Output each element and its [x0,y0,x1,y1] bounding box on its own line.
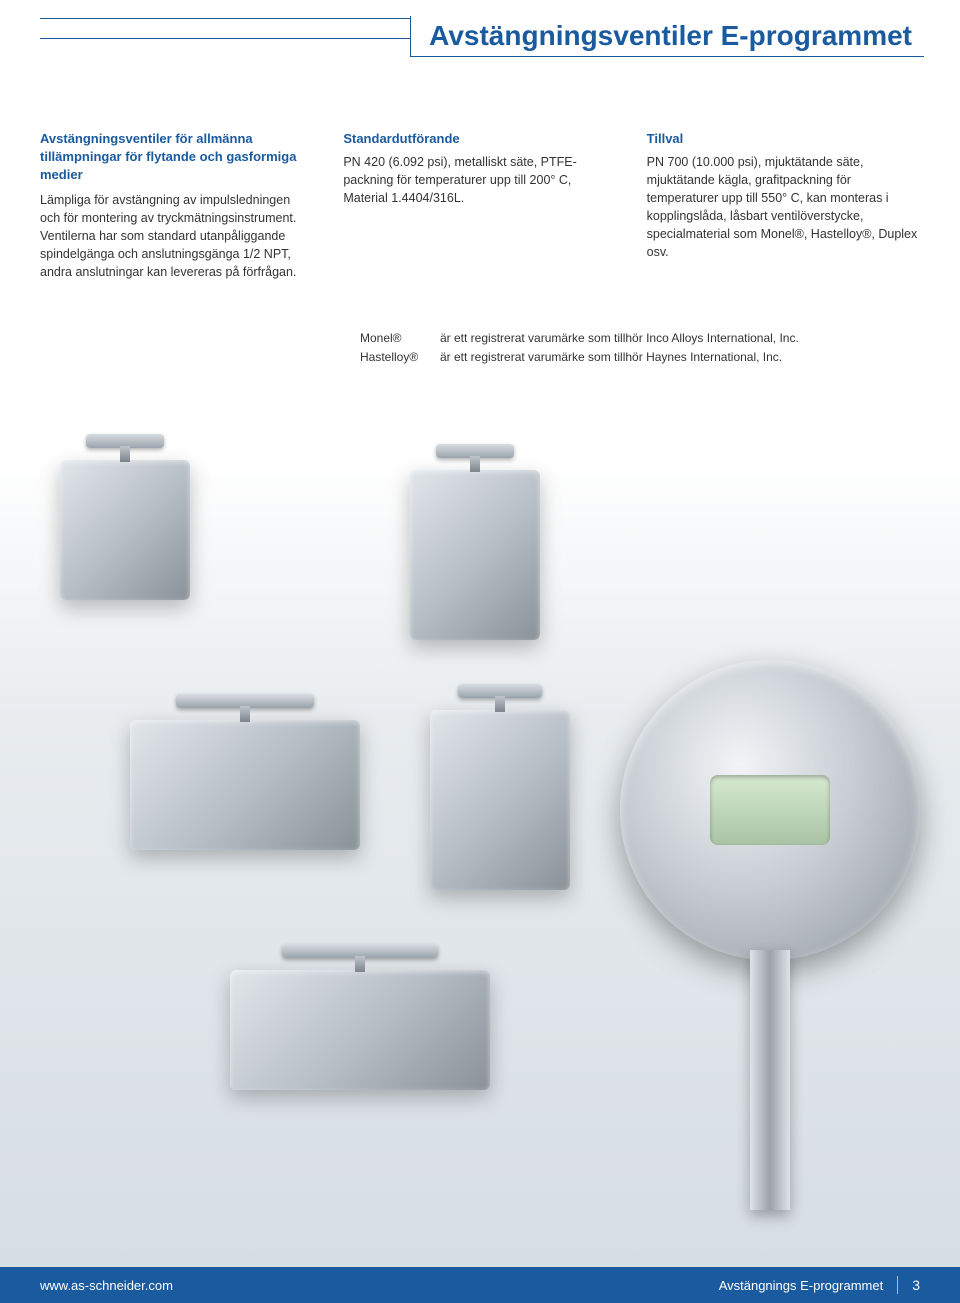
footer-section: Avstängnings E-programmet [719,1278,884,1293]
intro-col-1-body: Lämpliga för avstängning av impulslednin… [40,191,313,282]
transmitter-image [620,660,920,960]
valve-image-1 [60,460,190,600]
valve-image-3 [130,720,360,850]
intro-col-3-body: PN 700 (10.000 psi), mjuktätande säte, m… [647,153,920,262]
intro-col-1: Avstängningsventiler för allmänna tilläm… [40,130,313,281]
page-title: Avstängningsventiler E-programmet [410,16,924,57]
product-photo-area [0,430,960,1263]
trademark-text: är ett registrerat varumärke som tillhör… [440,349,920,366]
intro-col-2-body: PN 420 (6.092 psi), metalliskt säte, PTF… [343,153,616,207]
valve-image-5 [230,970,490,1090]
footer-divider [897,1276,898,1294]
trademark-text: är ett registrerat varumärke som tillhör… [440,330,920,347]
intro-col-2-heading: Standardutförande [343,130,616,149]
valve-image-2 [410,470,540,640]
intro-col-3-heading: Tillval [647,130,920,149]
trademark-row: Monel® är ett registrerat varumärke som … [360,330,920,347]
intro-col-1-lead: Avstängningsventiler för allmänna tilläm… [40,130,313,185]
trademark-row: Hastelloy® är ett registrerat varumärke … [360,349,920,366]
trademark-block: Monel® är ett registrerat varumärke som … [360,330,920,368]
trademark-label: Monel® [360,330,440,347]
footer-page-number: 3 [912,1277,920,1293]
page-footer: www.as-schneider.com Avstängnings E-prog… [0,1267,960,1303]
transmitter-stem [750,950,790,1210]
intro-col-3: Tillval PN 700 (10.000 psi), mjuktätande… [647,130,920,281]
trademark-label: Hastelloy® [360,349,440,366]
valve-image-4 [430,710,570,890]
intro-columns: Avstängningsventiler för allmänna tilläm… [40,130,920,281]
footer-url: www.as-schneider.com [40,1278,173,1293]
intro-col-2: Standardutförande PN 420 (6.092 psi), me… [343,130,616,281]
